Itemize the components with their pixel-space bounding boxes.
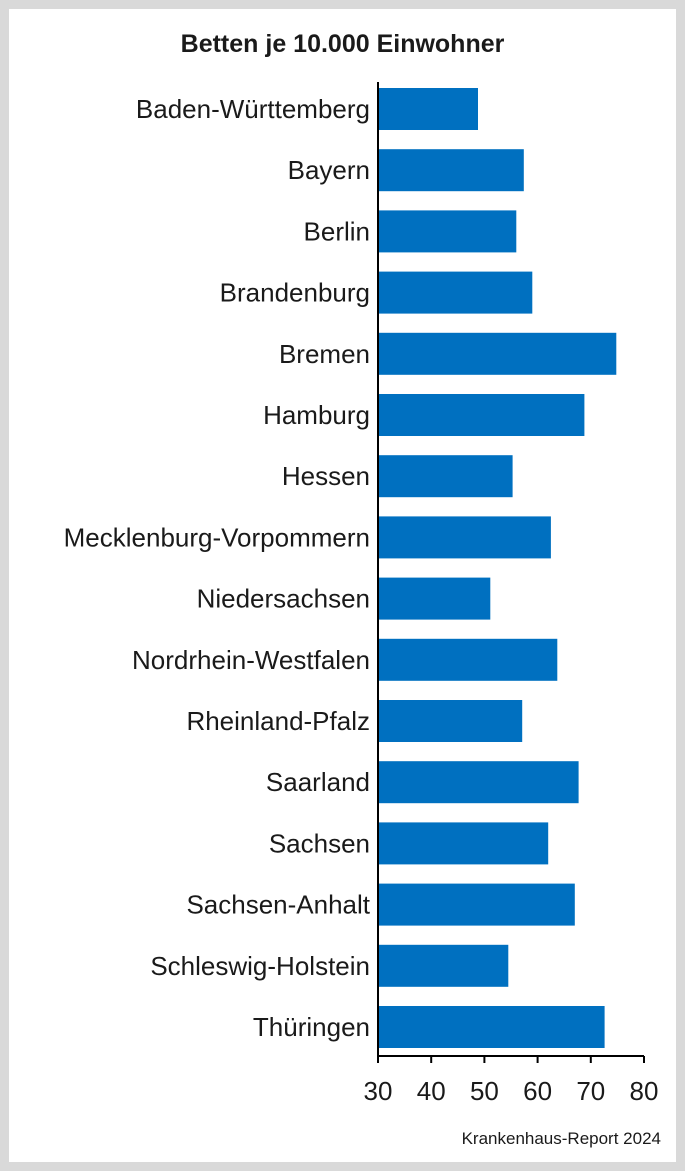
bar-thüringen: [378, 1006, 605, 1048]
category-label: Mecklenburg-Vorpommern: [64, 522, 370, 552]
chart-title: Betten je 10.000 Einwohner: [180, 30, 505, 58]
bar-bremen: [378, 332, 617, 375]
bar-sachsen: [378, 822, 549, 865]
category-label: Bayern: [288, 155, 370, 185]
bar-mecklenburg-vorpommern: [378, 516, 551, 559]
category-label: Hessen: [282, 461, 370, 491]
category-label: Thüringen: [253, 1012, 370, 1042]
category-label: Bremen: [279, 339, 370, 369]
bar-nordrhein-westfalen: [378, 638, 558, 681]
bar-rheinland-pfalz: [378, 700, 523, 742]
category-label: Berlin: [304, 216, 370, 246]
bar-berlin: [378, 210, 517, 253]
bar-saarland: [378, 761, 579, 804]
bar-brandenburg: [378, 271, 533, 314]
x-tick-label: 80: [630, 1076, 659, 1106]
x-tick-label: 50: [470, 1076, 499, 1106]
x-tick-label: 70: [576, 1076, 605, 1106]
category-label: Nordrhein-Westfalen: [132, 645, 370, 675]
x-tick-label: 40: [417, 1076, 446, 1106]
bar-hamburg: [378, 394, 585, 436]
category-label: Saarland: [266, 767, 370, 797]
bar-schleswig-holstein: [378, 944, 509, 987]
source-note: Krankenhaus-Report 2024: [461, 1129, 661, 1148]
bar-baden-württemberg: [378, 88, 478, 130]
category-label: Baden-Württemberg: [136, 94, 370, 124]
bar-bayern: [378, 149, 524, 192]
category-label: Rheinland-Pfalz: [186, 706, 370, 736]
bar-niedersachsen: [378, 577, 491, 620]
x-tick-label: 60: [523, 1076, 552, 1106]
x-tick-label: 30: [364, 1076, 393, 1106]
category-label: Sachsen-Anhalt: [186, 890, 370, 920]
category-label: Sachsen: [269, 828, 370, 858]
category-label: Schleswig-Holstein: [150, 951, 370, 981]
bar-sachsen-anhalt: [378, 883, 575, 926]
bar-hessen: [378, 455, 513, 498]
category-label: Hamburg: [263, 400, 370, 430]
category-label: Niedersachsen: [197, 584, 370, 614]
category-label: Brandenburg: [220, 278, 370, 308]
